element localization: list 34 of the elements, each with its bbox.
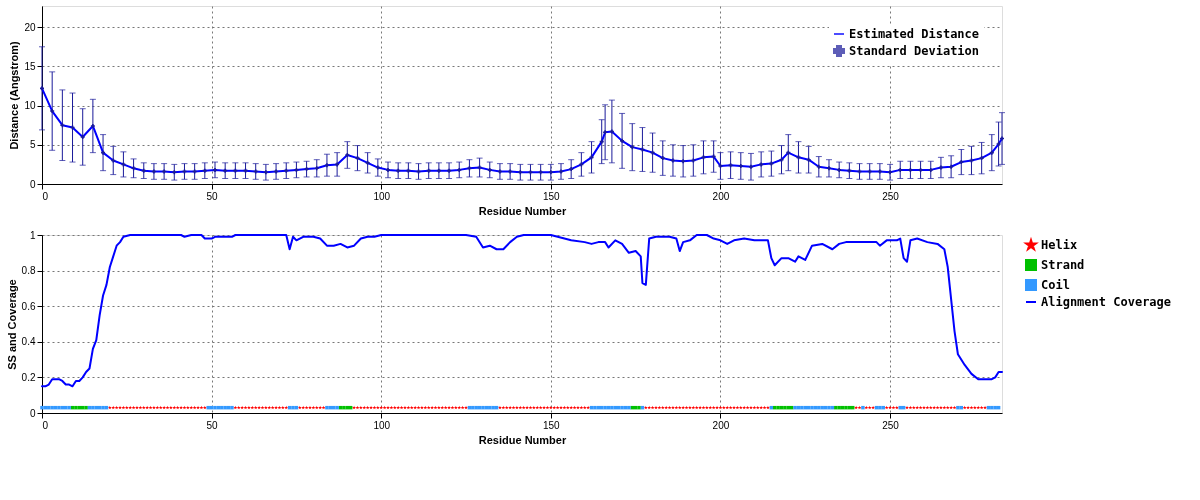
x-tick-label: 200 (712, 419, 730, 431)
x-tick-label: 50 (206, 419, 219, 431)
legend-label: Coil (1041, 278, 1070, 292)
x-tick-label: 100 (373, 190, 391, 202)
x-tick-label: 50 (206, 190, 219, 202)
y-tick-label: 20 (24, 21, 36, 33)
x-tick-label: 150 (542, 419, 561, 431)
x-tick-label: 0 (42, 419, 49, 431)
y-tick-label: 0.4 (21, 336, 36, 348)
x-tick-label: 100 (373, 419, 391, 431)
legend-label: Alignment Coverage (1041, 295, 1172, 309)
y-tick-label: 15 (24, 60, 36, 72)
legend-label: Estimated Distance (849, 27, 980, 41)
x-tick-label: 250 (882, 190, 900, 202)
y-tick-label: 0 (29, 178, 36, 190)
y-tick-label: 0 (29, 407, 36, 419)
y-axis-title: Distance (Angstrom) (8, 41, 21, 150)
y-tick-label: 0.2 (21, 371, 36, 383)
y-tick-label: 10 (24, 100, 36, 112)
y-tick-label: 0.6 (21, 300, 36, 312)
x-tick-label: 250 (882, 419, 900, 431)
x-axis-title: Residue Number (478, 204, 567, 217)
x-tick-label: 200 (712, 190, 730, 202)
x-tick-label: 150 (542, 190, 561, 202)
y-tick-label: 5 (29, 139, 36, 151)
y-tick-label: 0.8 (21, 265, 36, 277)
y-tick-label: 1 (29, 229, 36, 241)
legend-label: Standard Deviation (849, 44, 980, 58)
legend-label: Helix (1041, 238, 1078, 252)
x-axis-title: Residue Number (478, 433, 567, 446)
x-tick-label: 0 (42, 190, 49, 202)
line-series (41, 234, 1003, 388)
legend-label: Strand (1041, 258, 1085, 272)
y-axis-title: SS and Coverage (5, 279, 18, 370)
